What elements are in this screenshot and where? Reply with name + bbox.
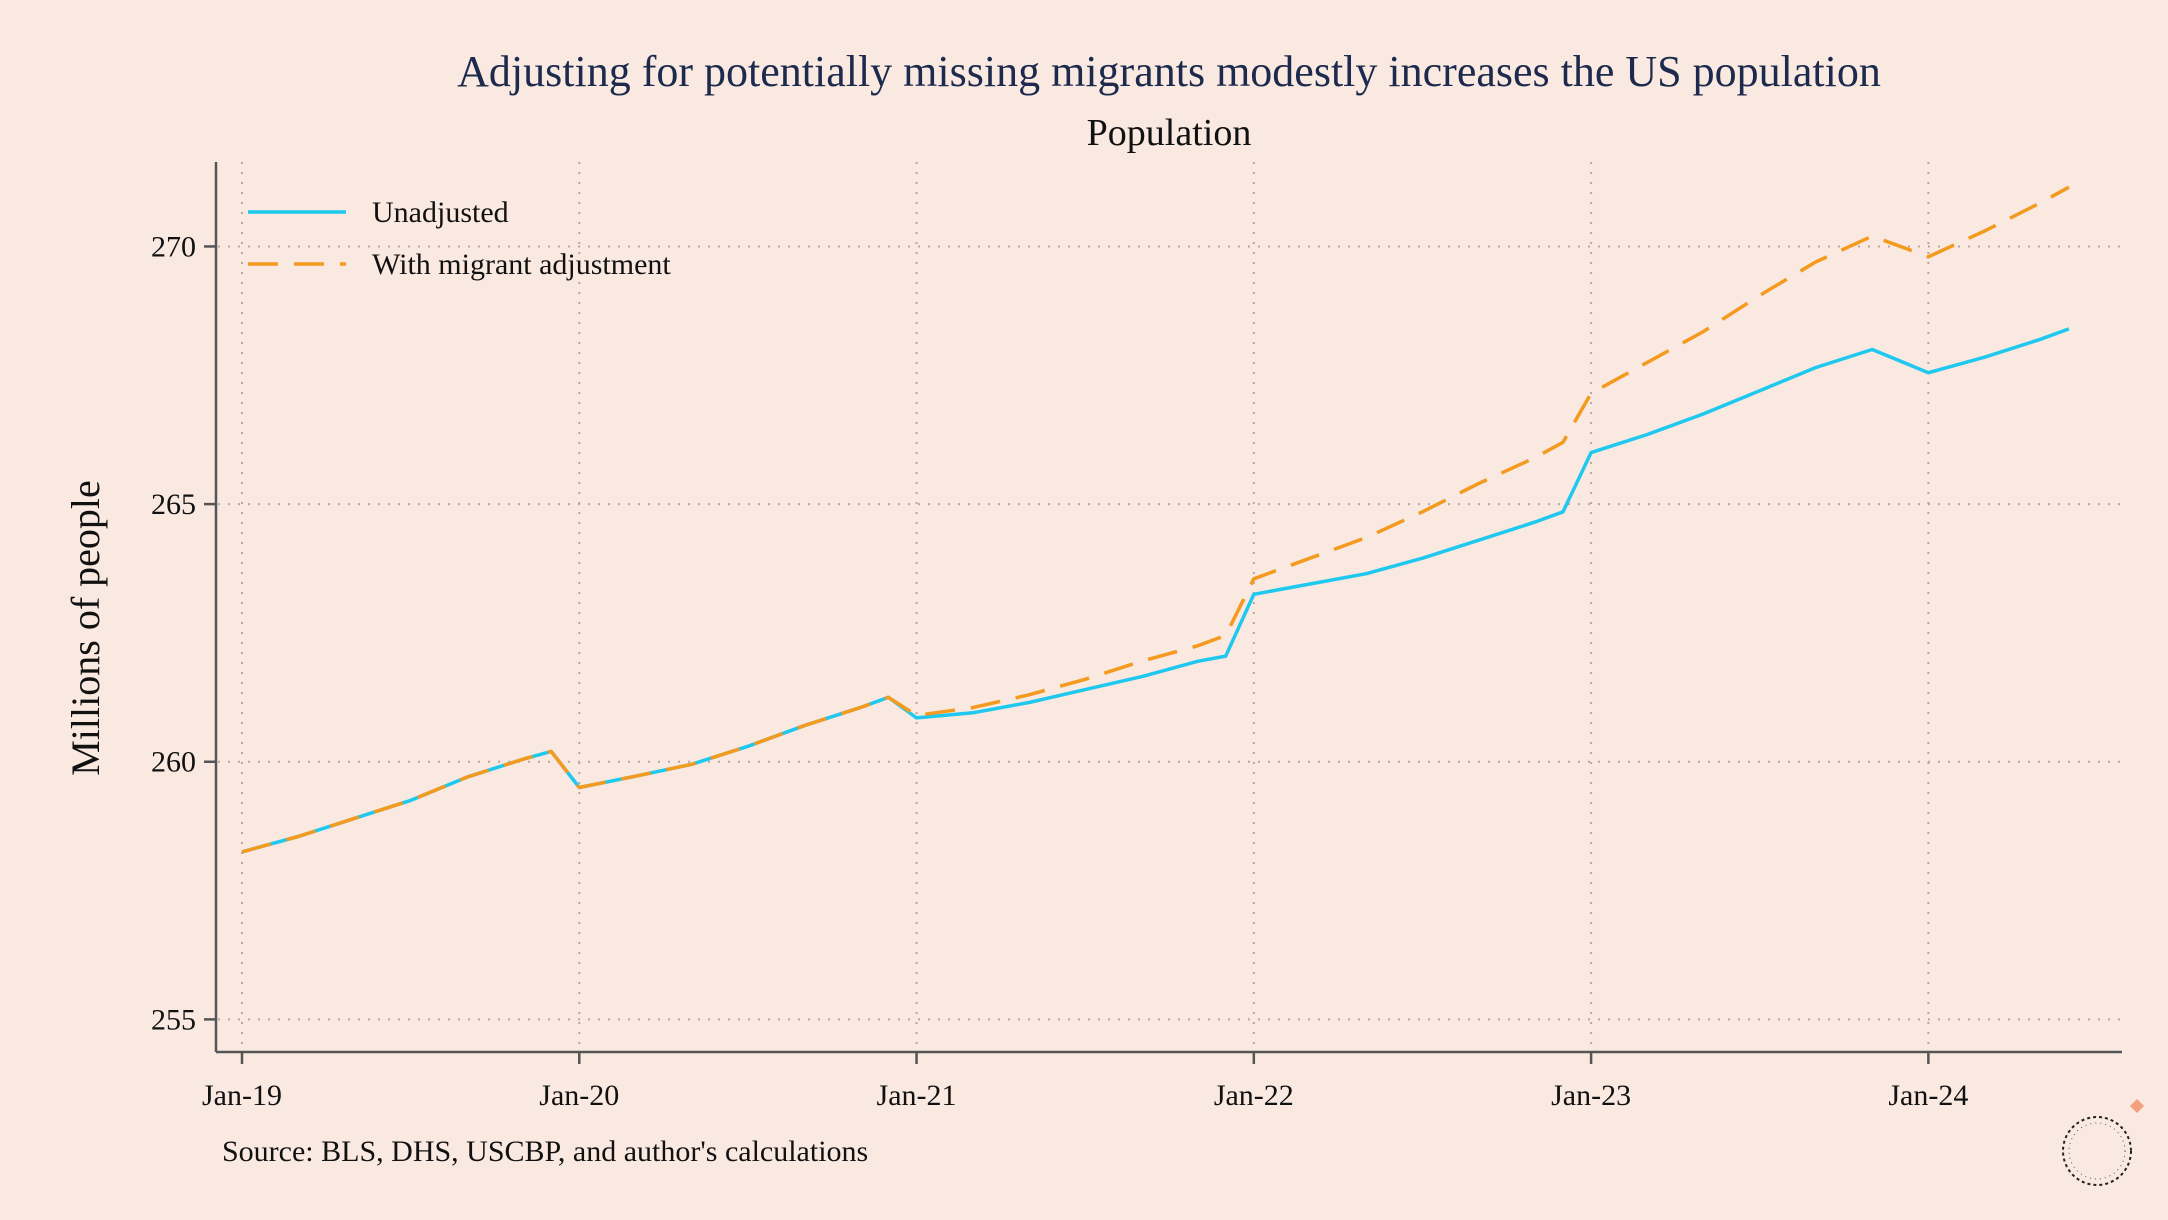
x-tick-label-5: Jan-24 — [1888, 1079, 1968, 1112]
watermark-logo — [2062, 1116, 2132, 1186]
x-tick-label-4: Jan-23 — [1551, 1079, 1631, 1112]
axis-ticks: 255 260 265 270 Jan-19 Jan-20 Jan-21 Jan-22 Jan-… — [151, 230, 1968, 1112]
x-tick-label-3: Jan-22 — [1214, 1079, 1294, 1112]
grid-lines — [218, 162, 2122, 1050]
x-tick-label-0: Jan-19 — [202, 1079, 282, 1112]
legend-label-unadjusted: Unadjusted — [372, 196, 509, 229]
source-note: Source: BLS, DHS, USCBP, and author's ca… — [222, 1135, 868, 1168]
data-series — [241, 185, 2070, 854]
axes — [214, 162, 2122, 1054]
y-axis-label: Millions of people — [63, 480, 108, 776]
series-line-migrant-adjustment — [241, 185, 2070, 854]
series-line-unadjusted — [241, 327, 2070, 854]
legend: Unadjusted With migrant adjustment — [248, 196, 671, 281]
y-tick-label-265: 265 — [151, 488, 196, 521]
y-tick-label-255: 255 — [151, 1003, 196, 1036]
y-tick-label-270: 270 — [151, 230, 196, 263]
legend-label-migrant-adjustment: With migrant adjustment — [372, 248, 671, 281]
x-tick-label-1: Jan-20 — [539, 1079, 619, 1112]
diamond-icon — [2130, 1099, 2144, 1113]
x-tick-label-2: Jan-21 — [877, 1079, 957, 1112]
y-tick-label-260: 260 — [151, 746, 196, 779]
chart-subtitle: Population — [1087, 112, 1252, 154]
chart-title: Adjusting for potentially missing migran… — [457, 47, 1881, 96]
